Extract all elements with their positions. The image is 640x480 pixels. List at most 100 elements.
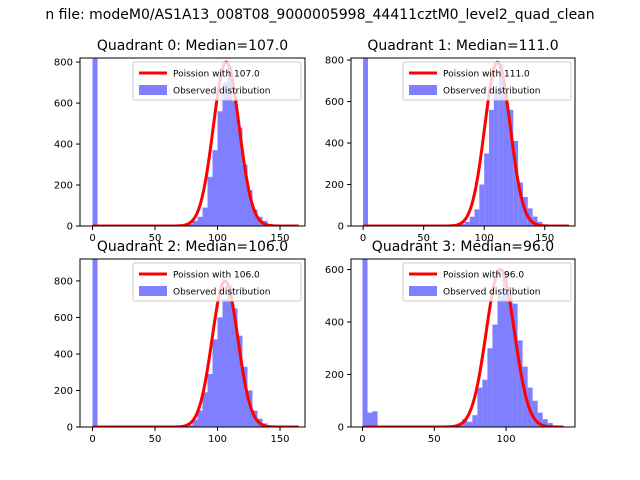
x-tick-label: 0 [360, 233, 366, 244]
legend-line-label: Poission with 96.0 [443, 271, 524, 281]
histogram-bar [92, 259, 98, 427]
quadrant-2-legend: Poission with 106.0 Observed distribution [132, 262, 302, 302]
legend-hist-swatch [139, 85, 167, 95]
y-tick-label: 200 [325, 370, 344, 381]
x-tick-label: 150 [270, 434, 289, 445]
histogram-bar [222, 82, 228, 226]
quadrant-1-legend: Poission with 111.0 Observed distribution [402, 61, 572, 101]
histogram-bar [547, 423, 553, 427]
y-tick-label: 0 [67, 423, 73, 434]
quadrant-1-title: Quadrant 1: Median=111.0 [367, 38, 558, 54]
histogram-bar [187, 223, 193, 226]
histogram-bar [532, 216, 538, 226]
histogram-bar [237, 127, 243, 226]
histogram-bar [187, 425, 193, 427]
quadrant-3-title: Quadrant 3: Median=96.0 [372, 239, 554, 255]
x-tick-label: 50 [428, 434, 441, 445]
legend-hist-label: Observed distribution [443, 87, 540, 97]
quadrant-3-legend: Poission with 96.0 Observed distribution [402, 262, 572, 302]
histogram-bar [367, 412, 373, 427]
histogram-bar [227, 66, 233, 226]
legend-hist-swatch [139, 286, 167, 296]
histogram-bar [518, 182, 523, 226]
histogram-bar [507, 293, 513, 427]
histogram-bar [472, 415, 478, 427]
histogram-bar [202, 207, 208, 226]
quadrant-2-chart: 0 50 100 150 0 200 400 600 800 Quadrant 2: Median… [54, 239, 306, 445]
quadrant-2-plot-area [91, 259, 300, 427]
histogram-bar [492, 324, 498, 427]
histogram-bar [232, 101, 238, 226]
histogram-bar [197, 410, 203, 427]
poisson-curve [91, 60, 300, 226]
histogram-bar [192, 419, 198, 427]
histogram-bar [192, 220, 198, 226]
quadrant-panels: 0 50 100 150 0 200 400 600 800 Quadrant 0: Median… [54, 38, 576, 445]
histogram-bar [464, 221, 470, 226]
legend-hist-swatch [409, 286, 437, 296]
histogram-bar [517, 340, 523, 427]
histogram-bar [459, 223, 465, 226]
poisson-curve [362, 60, 570, 226]
legend-hist-label: Observed distribution [443, 288, 540, 298]
y-tick-label: 400 [54, 140, 73, 151]
histogram-bar [527, 208, 533, 226]
x-tick-label: 100 [497, 434, 516, 445]
quadrant-3-chart: 0 50 100 0 200 400 600 Quadrant 3: Median=96.0 P… [325, 239, 576, 445]
y-tick-label: 400 [325, 318, 344, 329]
histogram-bar [462, 419, 468, 427]
quadrant-0-legend: Poission with 107.0 Observed distribution [132, 61, 302, 101]
quadrant-2-title: Quadrant 2: Median=106.0 [97, 239, 288, 255]
legend-hist-swatch [409, 85, 437, 95]
y-tick-label: 200 [54, 386, 73, 397]
histogram-bar [207, 374, 213, 427]
histogram-bar [232, 308, 238, 427]
legend-line-label: Poission with 106.0 [173, 271, 260, 281]
histogram-bar [487, 348, 493, 427]
axes-frame [350, 258, 576, 428]
histogram-bar [513, 140, 519, 226]
y-tick-label: 0 [338, 423, 344, 434]
figure-suptitle: n file: modeM0/AS1A13_008T08_9000005998_… [45, 7, 594, 23]
axes-frame [79, 258, 306, 428]
legend-line-label: Poission with 107.0 [173, 70, 260, 80]
y-tick-label: 600 [325, 265, 344, 276]
legend-box [132, 61, 302, 101]
x-tick-label: 50 [149, 434, 162, 445]
y-tick-label: 800 [54, 58, 73, 69]
x-tick-label: 150 [270, 233, 289, 244]
histogram-bar [222, 299, 228, 427]
x-tick-label: 50 [417, 233, 430, 244]
x-tick-label: 100 [475, 233, 494, 244]
axes-frame [350, 57, 576, 227]
x-tick-label: 0 [359, 434, 365, 445]
quadrant-1-chart: 0 50 100 150 0 200 400 600 800 Quadrant 1: Median… [325, 38, 576, 244]
x-tick-label: 50 [149, 233, 162, 244]
y-tick-label: 200 [54, 181, 73, 192]
quadrant-0-title: Quadrant 0: Median=107.0 [97, 38, 288, 54]
x-tick-label: 150 [535, 233, 554, 244]
quadrant-3-plot-area [361, 259, 565, 427]
histogram-bar [512, 303, 518, 427]
y-tick-label: 600 [54, 313, 73, 324]
histogram-bar [503, 93, 509, 226]
x-tick-label: 100 [208, 434, 227, 445]
y-tick-label: 400 [54, 349, 73, 360]
histogram-bar [237, 335, 243, 427]
histogram-bar [212, 150, 218, 226]
histogram-bar [482, 379, 488, 427]
axes-frame [79, 57, 306, 227]
histogram-bar [212, 339, 218, 427]
histogram-bar [207, 176, 213, 226]
histogram-bar [469, 216, 475, 226]
y-tick-label: 400 [325, 139, 344, 150]
histogram-bar [467, 421, 473, 427]
y-tick-label: 600 [325, 97, 344, 108]
histogram-bar [493, 91, 499, 226]
poisson-curve [91, 279, 300, 427]
histogram-bar [497, 295, 503, 427]
y-tick-label: 600 [54, 99, 73, 110]
histogram-bar [217, 111, 223, 226]
histogram-bar [92, 58, 98, 226]
